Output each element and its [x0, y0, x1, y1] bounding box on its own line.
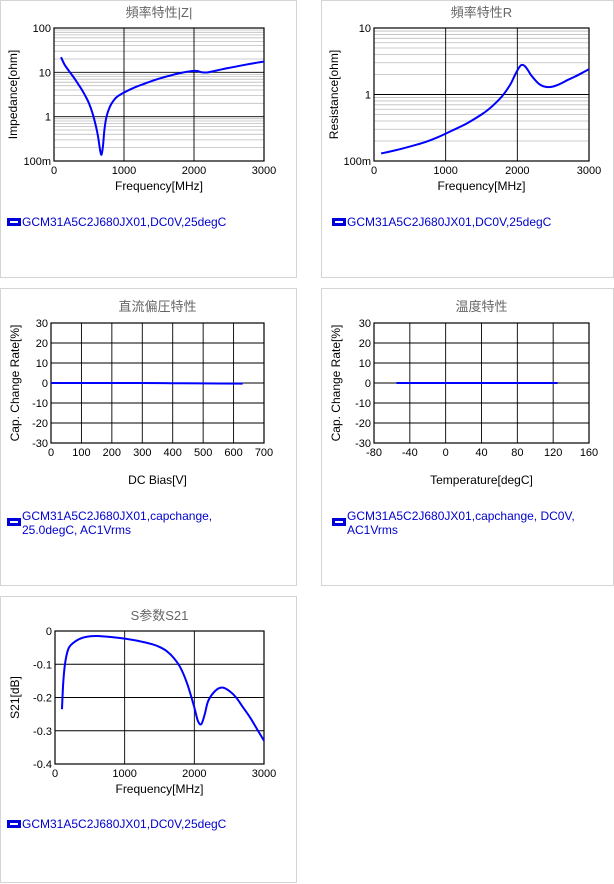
legend-text: GCM31A5C2J680JX01,DC0V,25degC — [22, 215, 227, 229]
y-axis-label: Cap. Change Rate[%] — [329, 325, 343, 442]
legend-swatch — [7, 518, 21, 526]
x-tick-label: 1000 — [112, 768, 136, 780]
y-tick-label: 0 — [365, 378, 371, 390]
x-axis-label: Frequency[MHz] — [115, 782, 203, 796]
x-tick-label: 3000 — [252, 768, 276, 780]
x-tick-label: 80 — [511, 447, 523, 459]
panel-s21: S参数S21 0 1000 2000 3000 -0.4 -0.3 -0.2 -0.1 0 Freq… — [0, 596, 297, 883]
x-tick-label: 1000 — [112, 165, 136, 177]
y-tick-label: -30 — [32, 438, 48, 450]
y-tick-label: 100m — [23, 156, 51, 168]
panel-dc-bias: 直流偏圧特性 0 100 200 300 400 500 600 700 -30 -20 -10 0 10… — [0, 288, 297, 586]
y-axis-label: Resistance[ohm] — [327, 50, 341, 139]
x-tick-label: 0 — [51, 165, 57, 177]
y-tick-label: 0 — [46, 626, 52, 638]
x-tick-label: 160 — [580, 447, 598, 459]
y-tick-label: 20 — [359, 338, 371, 350]
y-tick-label: 30 — [36, 318, 48, 330]
x-tick-label: 0 — [371, 165, 377, 177]
x-tick-label: 500 — [194, 447, 212, 459]
y-tick-label: 100 — [33, 23, 51, 35]
x-tick-label: -40 — [402, 447, 418, 459]
chart-resistance: 頻率特性R 0 1000 2000 3000 100m 1 10 Frequency[MHz] R… — [327, 5, 601, 193]
x-tick-label: 120 — [544, 447, 562, 459]
legend-swatch — [7, 820, 21, 828]
y-tick-label: -0.3 — [33, 726, 52, 738]
chart-title: 頻率特性|Z| — [126, 5, 193, 20]
chart-s21: S参数S21 0 1000 2000 3000 -0.4 -0.3 -0.2 -0.1 0 Freq… — [8, 608, 276, 796]
x-axis-label: Temperature[degC] — [430, 473, 533, 487]
panel-temperature: 温度特性 -80 -40 0 40 80 120 160 -30 -20 -10 0 10 20 30 Tem… — [321, 288, 614, 586]
x-tick-label: 200 — [103, 447, 121, 459]
legend-text: GCM31A5C2J680JX01,DC0V,25degC — [22, 817, 227, 831]
plot-frame — [54, 630, 265, 765]
chart-impedance: 頻率特性|Z| 0 1000 2000 3000 100m 1 10 100 Frequency[… — [6, 5, 276, 193]
y-tick-label: 10 — [36, 358, 48, 370]
x-axis-label: Frequency[MHz] — [115, 179, 203, 193]
chart-title: 直流偏圧特性 — [118, 299, 196, 314]
legend-text: GCM31A5C2J680JX01,capchange, 25.0degC, A… — [22, 509, 213, 537]
x-tick-label: 100 — [72, 447, 90, 459]
chart-temperature: 温度特性 -80 -40 0 40 80 120 160 -30 -20 -10 0 10 20 30 Tem… — [329, 299, 598, 487]
x-tick-label: 2000 — [182, 165, 206, 177]
y-tick-label: -0.2 — [33, 693, 52, 705]
x-tick-label: 0 — [48, 447, 54, 459]
y-tick-label: -20 — [32, 418, 48, 430]
x-tick-label: 600 — [224, 447, 242, 459]
y-tick-label: -20 — [355, 418, 371, 430]
legend-text: GCM31A5C2J680JX01,DC0V,25degC — [347, 215, 552, 229]
x-tick-label: 2000 — [182, 768, 206, 780]
y-tick-label: -30 — [355, 438, 371, 450]
chart-title: 頻率特性R — [451, 5, 512, 20]
x-tick-label: 2000 — [505, 165, 529, 177]
panel-impedance: 頻率特性|Z| 0 1000 2000 3000 100m 1 10 100 Frequency[… — [0, 0, 297, 278]
plot-frame — [373, 322, 590, 444]
x-tick-label: -80 — [366, 447, 382, 459]
x-tick-label: 0 — [52, 768, 58, 780]
x-tick-label: 700 — [255, 447, 273, 459]
x-tick-label: 40 — [475, 447, 487, 459]
y-axis-label: S21[dB] — [8, 676, 22, 719]
plot-frame — [53, 27, 265, 162]
y-tick-label: 1 — [365, 90, 371, 102]
y-tick-label: -10 — [32, 398, 48, 410]
x-tick-label: 3000 — [252, 165, 276, 177]
x-axis-label: DC Bias[V] — [128, 473, 187, 487]
plot-frame — [373, 27, 590, 162]
legend-text: GCM31A5C2J680JX01,capchange, DC0V, AC1Vr… — [347, 509, 575, 537]
chart-title: 温度特性 — [455, 299, 507, 314]
x-tick-label: 400 — [164, 447, 182, 459]
y-tick-label: 20 — [36, 338, 48, 350]
y-tick-label: 10 — [359, 358, 371, 370]
series-line — [51, 381, 243, 385]
x-tick-label: 300 — [133, 447, 151, 459]
y-tick-label: 10 — [359, 23, 371, 35]
y-tick-label: -0.4 — [33, 759, 52, 771]
y-axis-label: Impedance[ohm] — [6, 50, 20, 139]
x-tick-label: 3000 — [577, 165, 601, 177]
legend-swatch — [7, 218, 21, 226]
legend-swatch — [332, 518, 346, 526]
series-line — [60, 56, 265, 156]
x-axis-label: Frequency[MHz] — [437, 179, 525, 193]
y-tick-label: 10 — [39, 67, 51, 79]
y-axis-label: Cap. Change Rate[%] — [8, 325, 22, 442]
panel-resistance: 頻率特性R 0 1000 2000 3000 100m 1 10 Frequency[MHz] R… — [321, 0, 614, 278]
y-tick-label: -10 — [355, 398, 371, 410]
y-tick-label: 100m — [343, 156, 371, 168]
chart-dc-bias: 直流偏圧特性 0 100 200 300 400 500 600 700 -30 -20 -10 0 10… — [8, 299, 273, 487]
y-tick-label: -0.1 — [33, 659, 52, 671]
x-tick-label: 0 — [443, 447, 449, 459]
legend-swatch — [332, 218, 346, 226]
chart-title: S参数S21 — [131, 608, 189, 623]
y-tick-label: 1 — [45, 112, 51, 124]
y-tick-label: 30 — [359, 318, 371, 330]
x-tick-label: 1000 — [433, 165, 457, 177]
series-line — [60, 634, 265, 742]
series-line — [380, 63, 590, 155]
y-tick-label: 0 — [42, 378, 48, 390]
